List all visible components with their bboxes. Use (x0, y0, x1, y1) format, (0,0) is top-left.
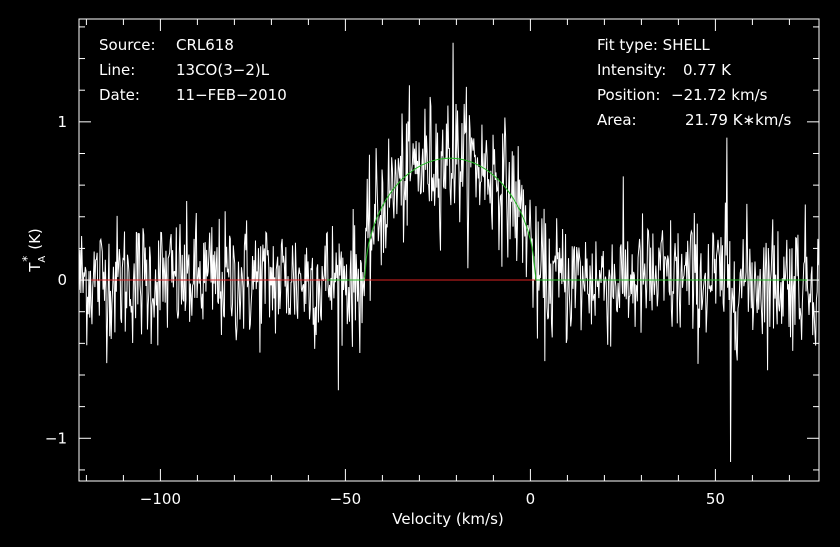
area-value: 21.79 K∗km/s (685, 111, 791, 129)
x-tick-label: −50 (330, 490, 362, 508)
area-label: Area: (597, 111, 637, 129)
x-tick-label: 0 (526, 490, 536, 508)
shell-fit-curve (326, 157, 819, 281)
spectrum-line (78, 42, 820, 463)
line-value: 13CO(3−2)L (176, 61, 270, 79)
axis-ticks: −100 −50 0 50 −1 0 1 (45, 19, 819, 508)
line-label: Line: (99, 61, 135, 79)
y-tick-label: 0 (57, 271, 67, 289)
y-axis-label-sub: A (37, 256, 48, 263)
fit-type: Fit type: SHELL (597, 36, 710, 54)
y-axis-label-unit: (K) (26, 228, 44, 250)
spectrum-series (78, 42, 820, 463)
x-tick-label: 50 (706, 490, 725, 508)
position-value: −21.72 km/s (671, 86, 768, 104)
svg-text:TA*(K): TA* (K) (20, 228, 48, 273)
y-axis-label-base: T (26, 262, 44, 273)
y-tick-label: −1 (45, 429, 67, 447)
source-value: CRL618 (176, 36, 234, 54)
y-tick-label: 1 (57, 113, 67, 131)
date-value: 11−FEB−2010 (176, 86, 287, 104)
plot-frame (78, 18, 820, 482)
y-axis-label: TA* (K) (20, 228, 48, 273)
intensity-value: 0.77 K (683, 61, 732, 79)
x-axis-label: Velocity (km/s) (392, 510, 503, 528)
position-label: Position: (597, 86, 660, 104)
intensity-label: Intensity: (597, 61, 666, 79)
date-label: Date: (99, 86, 140, 104)
x-tick-label: −100 (140, 490, 181, 508)
source-label: Source: (99, 36, 156, 54)
y-axis-label-sup: * (20, 256, 34, 262)
